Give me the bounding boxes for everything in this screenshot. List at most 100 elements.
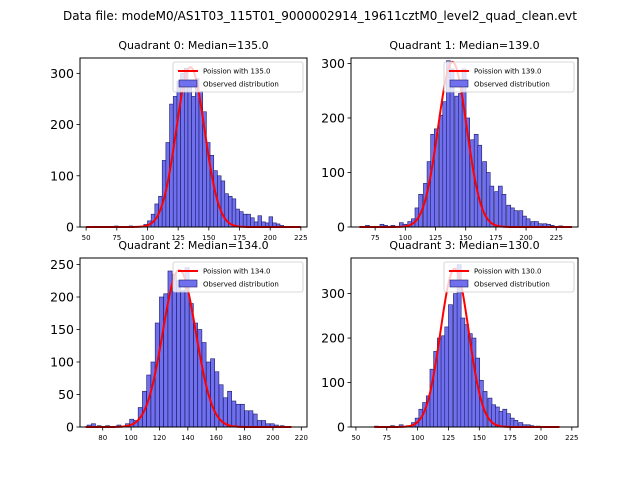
panel-1-axes-frame bbox=[350, 57, 579, 228]
panel-2-xtick-label-2: 120 bbox=[153, 434, 166, 442]
panel-1-xtick-label-2: 125 bbox=[429, 234, 442, 242]
panel-2-xtick-label-7: 220 bbox=[295, 434, 308, 442]
panel-1-ytick-label-2: 200 bbox=[321, 110, 345, 125]
panel-3-ytick-label-1: 100 bbox=[321, 375, 345, 390]
panel-1-legend: Poission with 139.0 Observed distribution bbox=[443, 61, 575, 93]
panel-0-bar-28 bbox=[231, 198, 237, 228]
panel-0-bar-38 bbox=[268, 216, 273, 228]
panel-0-bar-32 bbox=[246, 213, 251, 228]
panel-1-xtick-label-5: 200 bbox=[519, 234, 532, 242]
panel-3-ytick-label-3: 300 bbox=[321, 286, 345, 301]
panel-1-legend-box bbox=[443, 61, 575, 93]
panel-3-ytick-label-2: 200 bbox=[321, 331, 345, 346]
panel-2-bar-35 bbox=[252, 413, 258, 428]
panel-2-bar-32 bbox=[240, 403, 245, 428]
panel-2-bar-20 bbox=[188, 303, 194, 428]
panel-0-bar-35 bbox=[257, 215, 262, 228]
panel-1-bar-30 bbox=[501, 193, 507, 228]
panel-1-legend-bars-label: Observed distribution bbox=[474, 81, 550, 89]
panel-0-bar-17 bbox=[191, 96, 196, 228]
panel-2-xtick-label-6: 200 bbox=[266, 434, 279, 442]
panel-0-xtick-label-6: 200 bbox=[264, 234, 277, 242]
panel-0-ytick-label-0: 0 bbox=[66, 220, 74, 235]
panel-0-ytick-label-3: 300 bbox=[50, 66, 74, 81]
panel-2-bar-30 bbox=[231, 400, 237, 428]
panel-0-bar-29 bbox=[235, 208, 240, 228]
panel-0-bar-18 bbox=[195, 78, 200, 228]
panel-2-bar-17 bbox=[176, 280, 181, 428]
chart-panel-0: Quadrant 0: Median=135.0 50 75 100 125 150 175… bbox=[50, 39, 307, 242]
panel-2-legend: Poission with 134.0 Observed distribution bbox=[172, 261, 304, 293]
panel-3-xtick-label-1: 75 bbox=[382, 434, 391, 442]
chart-panel-1: Quadrant 1: Median=139.0 75 100 125 150 175 20… bbox=[321, 39, 579, 242]
panel-2-xtick-label-4: 160 bbox=[210, 434, 223, 442]
panel-2-legend-curve-label: Poission with 134.0 bbox=[203, 268, 271, 276]
chart-panel-3: Quadrant 3: Median=130.0 50 75 100 125 150 175… bbox=[321, 239, 578, 442]
panel-0-bar-33 bbox=[250, 217, 255, 228]
panel-2-legend-box bbox=[172, 261, 304, 293]
panel-0-bar-30 bbox=[239, 211, 244, 228]
panel-1-xtick-label-3: 150 bbox=[459, 234, 472, 242]
panel-3-bar-14 bbox=[448, 304, 453, 428]
panel-3-title: Quadrant 3: Median=130.0 bbox=[389, 239, 539, 252]
panel-2-legend-bars-swatch bbox=[178, 279, 198, 288]
panel-0-ytick-label-2: 200 bbox=[50, 117, 74, 132]
figure-suptitle: Data file: modeM0/AS1T03_115T01_90000029… bbox=[63, 9, 577, 23]
panel-2-bar-11 bbox=[150, 361, 156, 428]
panel-2-ytick-label-2: 100 bbox=[50, 355, 74, 370]
panel-0-legend-bars-swatch bbox=[178, 79, 198, 88]
panel-1-ytick-label-3: 300 bbox=[321, 56, 345, 71]
panel-2-bar-13 bbox=[159, 296, 164, 428]
panel-0-legend-curve-label: Poission with 135.0 bbox=[203, 68, 271, 76]
panel-1-title: Quadrant 1: Median=139.0 bbox=[389, 39, 539, 52]
panel-2-ytick-label-5: 250 bbox=[50, 257, 74, 272]
panel-2-xtick-label-3: 140 bbox=[181, 434, 194, 442]
panel-1-ytick-label-1: 100 bbox=[321, 165, 345, 180]
panel-2-xtick-label-5: 180 bbox=[238, 434, 251, 442]
panel-3-legend-box bbox=[443, 261, 575, 293]
panel-2-xtick-label-1: 100 bbox=[124, 434, 137, 442]
panel-2-bar-16 bbox=[171, 273, 177, 428]
panel-1-bar-27 bbox=[489, 185, 495, 228]
panel-3-legend: Poission with 130.0 Observed distribution bbox=[443, 261, 575, 293]
panel-3-xtick-label-2: 100 bbox=[411, 434, 424, 442]
panel-2-bar-29 bbox=[227, 390, 232, 428]
panel-0-xtick-label-4: 150 bbox=[202, 234, 215, 242]
panel-1-xtick-label-6: 225 bbox=[550, 234, 563, 242]
panel-0-xtick-label-0: 50 bbox=[82, 234, 91, 242]
panel-0-xtick-label-3: 125 bbox=[171, 234, 184, 242]
panel-2-title: Quadrant 2: Median=134.0 bbox=[118, 239, 268, 252]
panel-2-ytick-label-3: 150 bbox=[50, 322, 74, 337]
panel-0-bar-16 bbox=[187, 85, 192, 228]
panel-3-xtick-label-6: 200 bbox=[534, 434, 547, 442]
panel-1-legend-bars-swatch bbox=[449, 79, 469, 88]
panel-0-axes-frame bbox=[79, 57, 308, 228]
panel-3-axes-frame bbox=[350, 257, 579, 428]
panel-1-bar-17 bbox=[449, 68, 455, 228]
panel-2-bar-25 bbox=[210, 358, 215, 428]
panel-0-legend-box bbox=[172, 61, 304, 93]
panel-2-bar-34 bbox=[248, 410, 254, 428]
panel-0-bar-12 bbox=[172, 96, 178, 228]
panel-2-bar-18 bbox=[180, 290, 186, 428]
panel-3-legend-bars-swatch bbox=[449, 279, 469, 288]
panel-3-xtick-label-5: 175 bbox=[503, 434, 516, 442]
panel-0-ytick-label-1: 100 bbox=[50, 168, 74, 183]
panel-2-legend-bars-label: Observed distribution bbox=[203, 281, 279, 289]
panel-1-bar-24 bbox=[477, 144, 483, 228]
panel-0-xtick-label-5: 175 bbox=[233, 234, 246, 242]
panel-1-ytick-label-0: 0 bbox=[337, 220, 345, 235]
panel-0-legend: Poission with 135.0 Observed distribution bbox=[172, 61, 304, 93]
panel-3-xtick-label-7: 225 bbox=[565, 434, 578, 442]
panel-3-xtick-label-0: 50 bbox=[351, 434, 360, 442]
panel-3-xtick-label-4: 150 bbox=[473, 434, 486, 442]
panel-2-ytick-label-1: 50 bbox=[58, 387, 74, 402]
panel-2-ytick-label-4: 200 bbox=[50, 290, 74, 305]
chart-panel-2: Quadrant 2: Median=134.0 80 100 120 140 160 18… bbox=[50, 239, 308, 442]
panel-3-ytick-label-0: 0 bbox=[337, 420, 345, 435]
panel-0-bar-25 bbox=[220, 180, 226, 228]
panel-2-xtick-label-0: 80 bbox=[98, 434, 107, 442]
panel-3-xtick-label-3: 125 bbox=[442, 434, 455, 442]
panel-2-bar-33 bbox=[244, 410, 249, 428]
